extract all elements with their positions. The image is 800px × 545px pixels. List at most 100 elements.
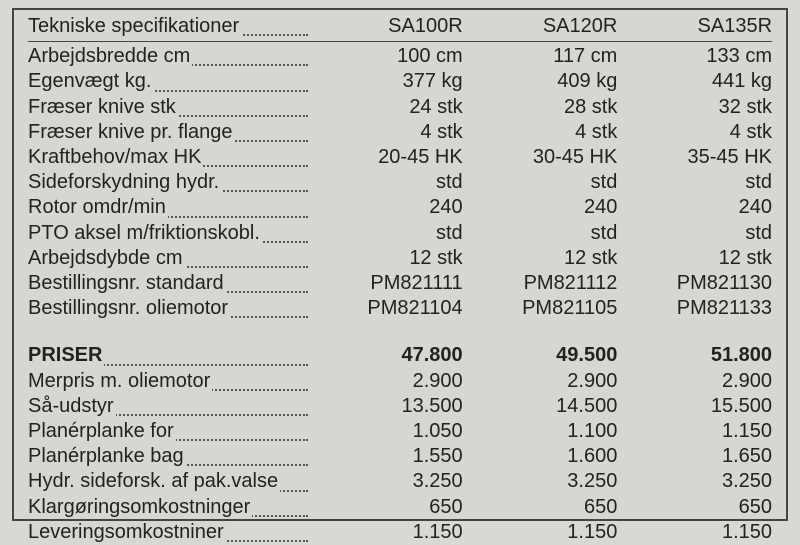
spec-label: Bestillingsnr. oliemotor	[28, 297, 230, 319]
prices-header-v1: 49.500	[463, 343, 618, 368]
section-spacer	[28, 321, 772, 343]
spec-row: PTO aksel m/friktionskobl.stdstdstd	[28, 221, 772, 246]
spec-value: 24 stk	[308, 95, 463, 120]
price-label-cell: Merpris m. oliemotor	[28, 369, 308, 394]
header-model-0: SA100R	[308, 14, 463, 39]
spec-label-cell: Bestillingsnr. oliemotor	[28, 296, 308, 321]
spec-value: std	[463, 170, 618, 195]
spec-label: Kraftbehov/max HK	[28, 146, 203, 168]
price-value: 650	[308, 495, 463, 520]
spec-value: 117 cm	[463, 44, 618, 69]
spec-row: Bestillingsnr. oliemotorPM821104PM821105…	[28, 296, 772, 321]
spec-label-cell: Fræser knive pr. flange	[28, 120, 308, 145]
spec-value: 30-45 HK	[463, 145, 618, 170]
header-model-1: SA120R	[463, 14, 618, 39]
price-value: 2.900	[308, 369, 463, 394]
spec-label-cell: Kraftbehov/max HK	[28, 145, 308, 170]
spec-value: 4 stk	[463, 120, 618, 145]
price-value: 1.650	[617, 444, 772, 469]
header-label-cell: Tekniske specifikationer	[28, 14, 308, 39]
spec-label: Fræser knive pr. flange	[28, 121, 235, 143]
spec-value: 240	[308, 195, 463, 220]
spec-row: Sideforskydning hydr.stdstdstd	[28, 170, 772, 195]
spec-value: 4 stk	[308, 120, 463, 145]
prices-header-label: PRISER	[28, 344, 104, 366]
price-value: 1.550	[308, 444, 463, 469]
price-value: 14.500	[463, 394, 618, 419]
spec-label-cell: Arbejdsdybde cm	[28, 246, 308, 271]
price-row: Leveringsomkostniner1.1501.1501.150	[28, 520, 772, 545]
spec-value: 409 kg	[463, 69, 618, 94]
spec-row: Fræser knive stk 24 stk28 stk32 stk	[28, 95, 772, 120]
price-value: 1.150	[617, 419, 772, 444]
price-value: 2.900	[617, 369, 772, 394]
price-value: 1.150	[463, 520, 618, 545]
spec-label: Sideforskydning hydr.	[28, 171, 221, 193]
price-label: Planérplanke for	[28, 420, 176, 442]
spec-value: 240	[463, 195, 618, 220]
price-value: 13.500	[308, 394, 463, 419]
price-label: Så-udstyr	[28, 395, 116, 417]
spec-label: Fræser knive stk	[28, 96, 178, 118]
spec-row: Bestillingsnr. standardPM821111PM821112P…	[28, 271, 772, 296]
price-value: 1.100	[463, 419, 618, 444]
spec-row: Rotor omdr/min240240240	[28, 195, 772, 220]
spec-value: 4 stk	[617, 120, 772, 145]
spec-value: PM821112	[463, 271, 618, 296]
spec-label-cell: Fræser knive stk	[28, 95, 308, 120]
prices-header-label-cell: PRISER	[28, 343, 308, 368]
price-value: 650	[463, 495, 618, 520]
spec-row: Egenvægt kg.377 kg409 kg441 kg	[28, 69, 772, 94]
price-row: Hydr. sideforsk. af pak.valse3.2503.2503…	[28, 469, 772, 494]
price-value: 1.150	[308, 520, 463, 545]
prices-header-row: PRISER 47.800 49.500 51.800	[28, 343, 772, 368]
spec-value: 12 stk	[308, 246, 463, 271]
price-row: Merpris m. oliemotor2.9002.9002.900	[28, 369, 772, 394]
price-value: 15.500	[617, 394, 772, 419]
price-label-cell: Klargøringsomkostninger	[28, 495, 308, 520]
price-label: Leveringsomkostniner	[28, 521, 226, 543]
spec-value: 20-45 HK	[308, 145, 463, 170]
price-value: 3.250	[308, 469, 463, 494]
price-label: Klargøringsomkostninger	[28, 496, 252, 518]
spec-label-cell: Rotor omdr/min	[28, 195, 308, 220]
spec-value: 133 cm	[617, 44, 772, 69]
spec-value: std	[308, 170, 463, 195]
spec-row: Fræser knive pr. flange4 stk4 stk4 stk	[28, 120, 772, 145]
spec-value: PM821133	[617, 296, 772, 321]
spec-label-cell: Sideforskydning hydr.	[28, 170, 308, 195]
spec-value: 32 stk	[617, 95, 772, 120]
spec-value: 28 stk	[463, 95, 618, 120]
spec-value: 35-45 HK	[617, 145, 772, 170]
price-row: Planérplanke for1.0501.1001.150	[28, 419, 772, 444]
spec-value: std	[617, 221, 772, 246]
specs-section: Arbejdsbredde cm100 cm117 cm133 cmEgenvæ…	[28, 44, 772, 321]
price-label-cell: Planérplanke for	[28, 419, 308, 444]
price-row: Så-udstyr 13.50014.50015.500	[28, 394, 772, 419]
spec-value: std	[308, 221, 463, 246]
price-label: Merpris m. oliemotor	[28, 370, 212, 392]
spec-row: Arbejdsdybde cm12 stk12 stk12 stk	[28, 246, 772, 271]
spec-sheet: Tekniske specifikationer SA100R SA120R S…	[12, 8, 788, 521]
price-row: Klargøringsomkostninger650650650	[28, 495, 772, 520]
spec-label-cell: Bestillingsnr. standard	[28, 271, 308, 296]
spec-label-cell: PTO aksel m/friktionskobl.	[28, 221, 308, 246]
price-value: 3.250	[463, 469, 618, 494]
price-value: 1.150	[617, 520, 772, 545]
spec-value: 240	[617, 195, 772, 220]
spec-label: Bestillingsnr. standard	[28, 272, 226, 294]
prices-header-v0: 47.800	[308, 343, 463, 368]
header-model-2: SA135R	[617, 14, 772, 39]
spec-label: Arbejdsbredde cm	[28, 45, 192, 67]
spec-label: PTO aksel m/friktionskobl.	[28, 222, 262, 244]
header-row: Tekniske specifikationer SA100R SA120R S…	[28, 14, 772, 42]
spec-value: 441 kg	[617, 69, 772, 94]
price-label-cell: Hydr. sideforsk. af pak.valse	[28, 469, 308, 494]
spec-value: std	[617, 170, 772, 195]
spec-row: Arbejdsbredde cm100 cm117 cm133 cm	[28, 44, 772, 69]
spec-value: PM821111	[308, 271, 463, 296]
price-value: 1.600	[463, 444, 618, 469]
header-label: Tekniske specifikationer	[28, 15, 241, 37]
spec-label-cell: Arbejdsbredde cm	[28, 44, 308, 69]
spec-label: Egenvægt kg.	[28, 70, 153, 92]
